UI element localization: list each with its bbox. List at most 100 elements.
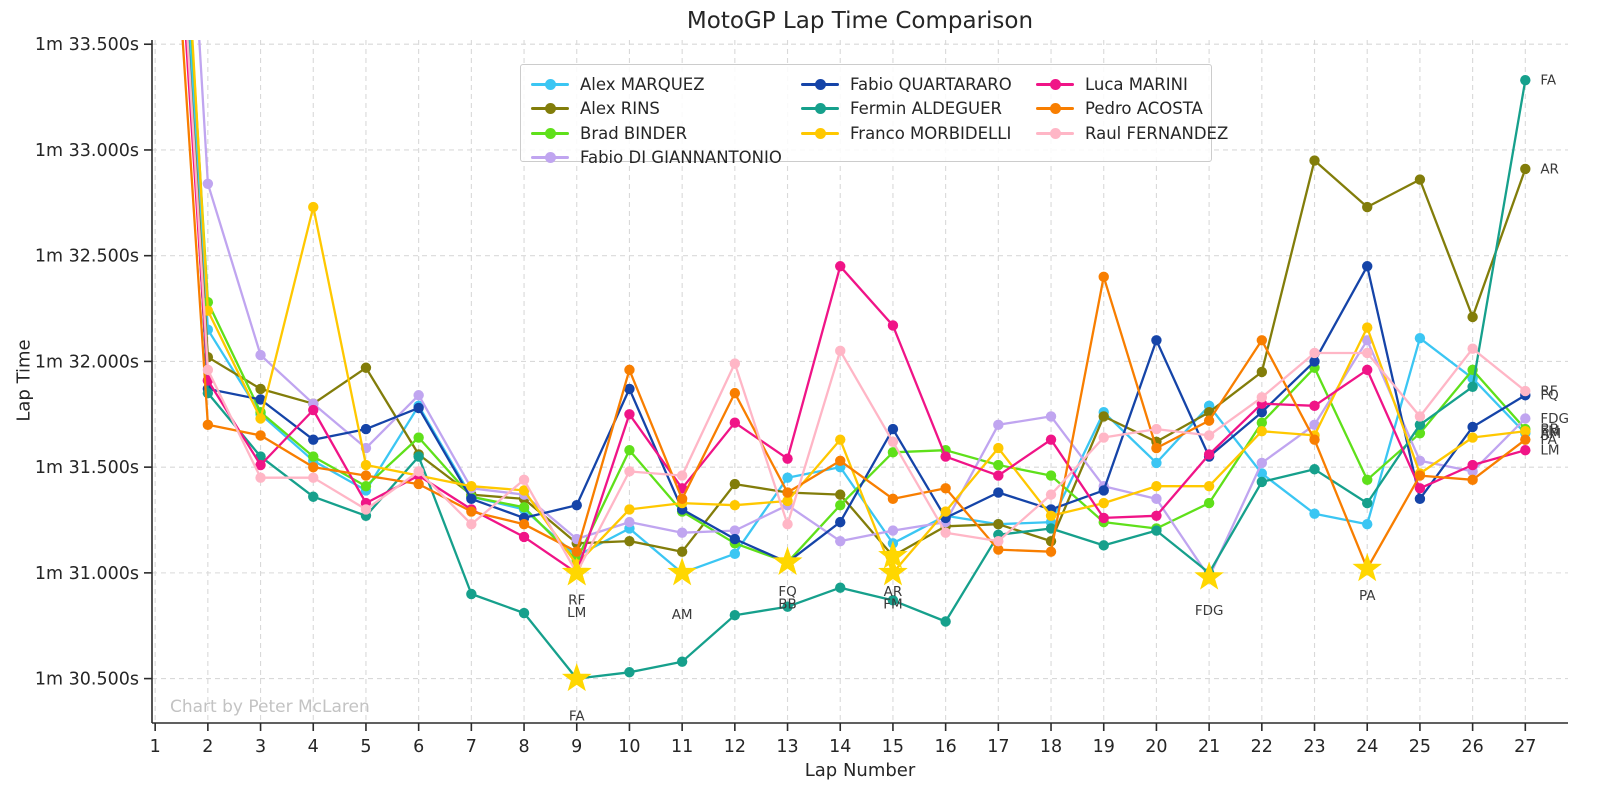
x-tick-label: 24: [1356, 737, 1378, 757]
x-tick-label: 10: [618, 737, 640, 757]
data-point: [940, 483, 951, 494]
legend-box: Alex MARQUEZ Alex RINS Brad BINDER Fabio DI…: [520, 64, 1228, 167]
x-tick-label: 19: [1093, 737, 1115, 757]
data-point: [729, 609, 741, 621]
x-tick-label: 3: [255, 737, 266, 757]
watermark-credit: Chart by Peter McLaren: [170, 697, 370, 717]
data-point: [1414, 493, 1426, 505]
fastest-lap-star-RF: [561, 557, 592, 586]
data-point: [624, 516, 635, 528]
data-point: [518, 485, 530, 496]
data-point: [835, 500, 846, 511]
data-point: [729, 525, 741, 536]
data-point: [255, 394, 266, 405]
y-tick-label: 1m 32.000s: [35, 352, 139, 372]
data-point: [255, 413, 266, 424]
data-point: [518, 474, 530, 486]
legend-item-PA: Pedro ACOSTA: [1036, 97, 1228, 122]
data-point: [624, 466, 635, 477]
legend-marker-dot: [544, 127, 556, 139]
y-tick-label: 1m 33.500s: [35, 35, 139, 55]
data-point: [1256, 476, 1268, 488]
data-point: [255, 349, 266, 361]
x-tick-label: 27: [1514, 737, 1536, 757]
data-point: [624, 364, 635, 376]
legend-item-FQ: Fabio QUARTARARO: [801, 72, 1012, 97]
data-point: [308, 434, 319, 445]
legend-item-FA: Fermin ALDEGUER: [801, 97, 1012, 122]
data-point: [887, 525, 899, 536]
legend-item-FDG: Fabio DI GIANNANTONIO: [531, 146, 782, 171]
data-point: [1151, 493, 1162, 505]
legend-marker-dot: [1049, 103, 1061, 115]
legend-label: Luca MARINI: [1085, 74, 1188, 94]
data-point: [255, 383, 266, 395]
data-point: [1151, 423, 1162, 435]
data-point: [255, 459, 266, 471]
data-point: [729, 478, 741, 490]
finish-label-BB: BB: [1540, 422, 1559, 438]
legend-label: Raul FERNANDEZ: [1085, 123, 1229, 143]
data-point: [676, 546, 688, 557]
x-tick-label: 17: [987, 737, 1009, 757]
data-point: [1203, 497, 1215, 509]
data-point: [1362, 474, 1373, 486]
data-point: [1098, 497, 1109, 509]
data-point: [1045, 489, 1057, 500]
legend-label: Fabio DI GIANNANTONIO: [580, 148, 782, 168]
data-point: [202, 387, 214, 399]
data-point: [308, 451, 319, 462]
data-point: [413, 466, 424, 477]
data-point: [1414, 174, 1426, 185]
legend-swatch-icon: [1036, 103, 1074, 115]
data-point: [676, 470, 688, 481]
data-point: [1151, 510, 1162, 521]
data-point: [1520, 445, 1531, 456]
data-point: [308, 472, 319, 483]
annotation-BB: BB: [778, 597, 797, 613]
x-tick-label: 16: [934, 737, 956, 757]
data-point: [202, 419, 214, 431]
finish-label-PA: PA: [1540, 432, 1557, 448]
legend-label: Alex RINS: [580, 99, 660, 119]
data-point: [729, 387, 741, 399]
annotation-AR: AR: [884, 584, 903, 600]
x-tick-label: 8: [518, 737, 529, 757]
fastest-lap-star-PA: [1352, 553, 1382, 582]
data-point: [676, 493, 688, 505]
fastest-lap-stars: [561, 540, 1382, 692]
data-point: [360, 362, 372, 373]
y-axis-label: Lap Time: [13, 339, 35, 422]
data-point: [202, 364, 214, 376]
legend-label: Fabio QUARTARARO: [850, 74, 1012, 94]
data-point: [1256, 457, 1268, 469]
data-point: [1256, 366, 1268, 378]
x-tick-label: 21: [1198, 737, 1220, 757]
data-point: [1309, 400, 1320, 412]
legend-swatch-icon: [801, 127, 839, 139]
finish-label-LM: LM: [1540, 443, 1559, 459]
data-point: [1362, 519, 1373, 530]
legend-marker-dot: [1049, 78, 1061, 90]
data-point: [466, 519, 477, 530]
data-point: [782, 601, 793, 612]
data-point: [940, 451, 951, 462]
data-point: [413, 478, 424, 490]
data-point: [729, 533, 741, 545]
data-point: [1098, 485, 1109, 496]
data-point: [1309, 464, 1320, 475]
data-point: [1467, 474, 1478, 486]
data-point: [571, 500, 582, 511]
x-tick-label: 26: [1461, 737, 1483, 757]
data-point: [993, 535, 1004, 547]
data-point: [835, 582, 846, 593]
data-point: [1098, 432, 1109, 443]
data-point: [413, 390, 424, 401]
data-point: [1414, 411, 1426, 422]
data-point: [1362, 364, 1373, 376]
data-point: [1362, 261, 1373, 272]
x-tick-label: 7: [466, 737, 477, 757]
x-tick-label: 12: [724, 737, 746, 757]
data-point: [1045, 411, 1057, 422]
